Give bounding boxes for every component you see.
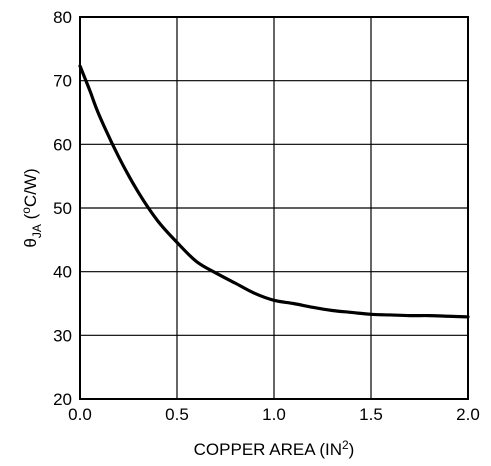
y-tick-label: 40 bbox=[53, 263, 72, 282]
y-tick-label: 30 bbox=[53, 326, 72, 345]
x-axis-label: COPPER AREA (IN2) bbox=[194, 438, 355, 459]
x-tick-label: 1.5 bbox=[359, 405, 383, 424]
x-tick-labels: 0.0 0.5 1.0 1.5 2.0 bbox=[68, 405, 480, 424]
grid bbox=[79, 16, 469, 400]
y-axis-label: θJA (oC/W) bbox=[19, 168, 44, 247]
y-axis-label-subscript: JA bbox=[30, 224, 44, 238]
y-tick-labels: 20 30 40 50 60 70 80 bbox=[53, 8, 72, 409]
y-axis-label-unit-rest: C/W) bbox=[21, 168, 40, 207]
x-tick-label: 2.0 bbox=[456, 405, 480, 424]
y-axis-label-unit-superscript: o bbox=[19, 207, 33, 214]
y-tick-label: 70 bbox=[53, 72, 72, 91]
x-axis-label-suffix: ) bbox=[349, 440, 355, 459]
x-tick-label: 0.5 bbox=[165, 405, 189, 424]
x-axis-label-text: COPPER AREA (IN bbox=[194, 440, 342, 459]
series-line bbox=[78, 64, 470, 319]
x-tick-label: 1.0 bbox=[262, 405, 286, 424]
x-axis-label-superscript: 2 bbox=[342, 438, 349, 452]
y-tick-label: 50 bbox=[53, 199, 72, 218]
x-tick-label: 0.0 bbox=[68, 405, 92, 424]
y-tick-label: 20 bbox=[53, 390, 72, 409]
y-axis-label-unit-open: ( bbox=[21, 213, 40, 224]
y-axis-label-symbol: θ bbox=[21, 238, 40, 247]
y-tick-label: 60 bbox=[53, 135, 72, 154]
plot-frame bbox=[79, 16, 469, 400]
y-tick-label: 80 bbox=[53, 8, 72, 27]
